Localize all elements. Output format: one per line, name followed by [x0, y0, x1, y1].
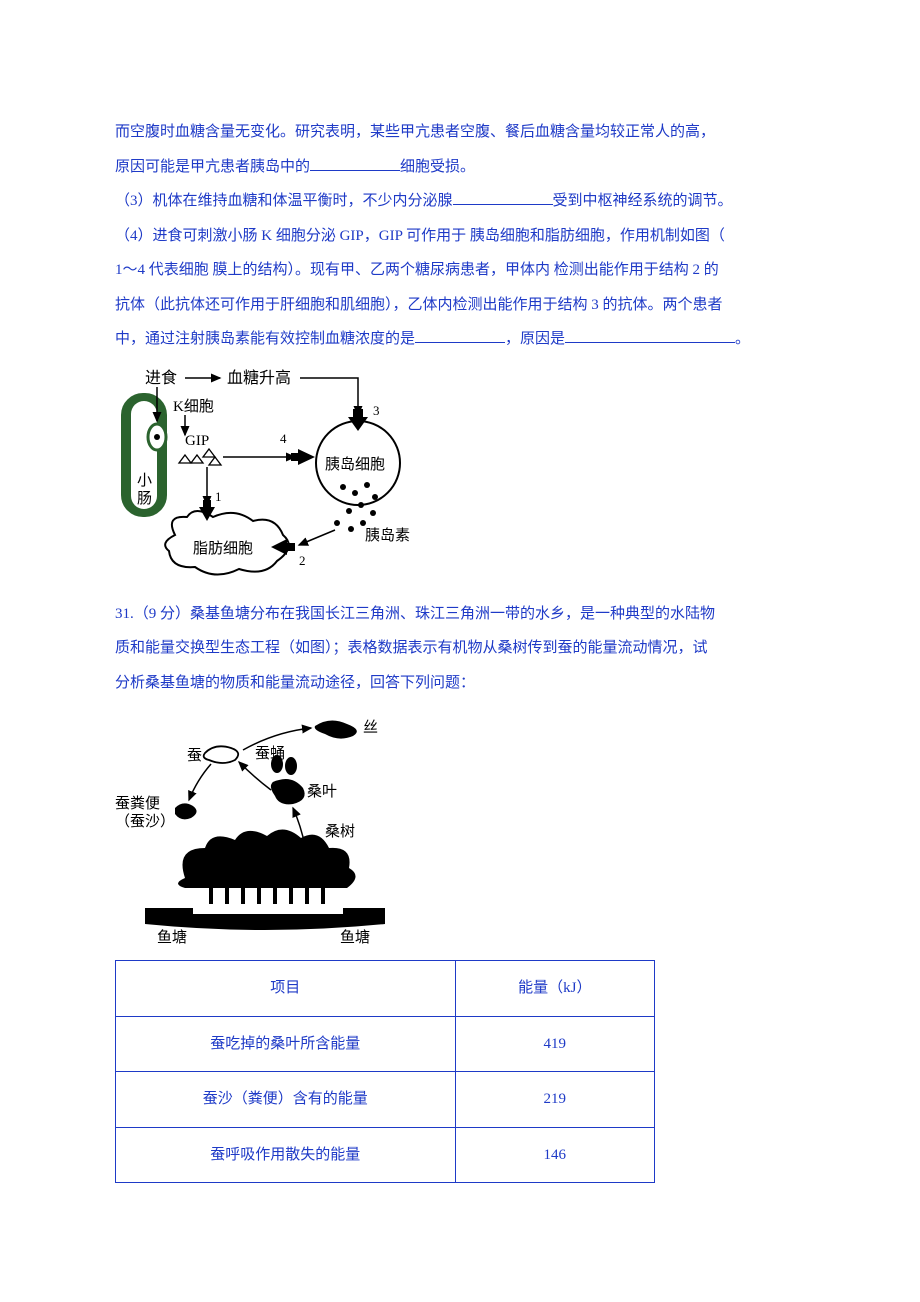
label-eat: 进食 — [145, 369, 177, 387]
label-k-cell: K细胞 — [173, 398, 214, 415]
table-cell: 蚕呼吸作用散失的能量 — [116, 1127, 456, 1183]
question-31-line3: 分析桑基鱼塘的物质和能量流动途径，回答下列问题： — [115, 666, 805, 701]
table-header-item: 项目 — [116, 961, 456, 1017]
table-cell: 蚕沙（粪便）含有的能量 — [116, 1072, 456, 1128]
label-1: 1 — [215, 489, 222, 504]
text-fragment: ，原因是 — [505, 331, 565, 347]
gip-triangles — [179, 449, 221, 465]
label-pupa: 蚕蛹 — [255, 745, 285, 762]
text-fragment: 受到中枢神经系统的调节。 — [553, 193, 733, 209]
insulin-dots — [334, 482, 378, 532]
label-4: 4 — [280, 431, 287, 446]
fill-blank[interactable] — [453, 189, 553, 205]
text-fragment: 细胞受损。 — [400, 159, 475, 175]
fill-blank[interactable] — [415, 327, 505, 343]
label-pond-left: 鱼塘 — [157, 928, 187, 946]
table-header-row: 项目 能量（kJ） — [116, 961, 655, 1017]
table-cell: 419 — [455, 1016, 654, 1072]
label-feces-alt: （蚕沙） — [115, 813, 175, 830]
fill-blank[interactable] — [565, 327, 735, 343]
label-3: 3 — [373, 403, 380, 418]
table-cell: 146 — [455, 1127, 654, 1183]
label-islet: 胰岛细胞 — [325, 456, 385, 473]
label-mulberry-tree: 桑树 — [325, 823, 355, 840]
label-pond-right: 鱼塘 — [340, 928, 370, 946]
label-blood-rise: 血糖升高 — [227, 369, 291, 387]
question-4-line4: 中，通过注射胰岛素能有效控制血糖浓度的是 ，原因是 。 — [115, 322, 805, 357]
question-4-line1: （4）进食可刺激小肠 K 细胞分泌 GIP，GIP 可作用于 胰岛细胞和脂肪细胞… — [115, 219, 805, 254]
label-silk: 丝 — [363, 719, 378, 736]
label-intestine: 小 — [137, 472, 152, 489]
question-31-line2: 质和能量交换型生态工程（如图）；表格数据表示有机物从桑树传到蚕的能量流动情况，试 — [115, 631, 805, 666]
gip-mechanism-diagram: 进食 血糖升高 3 K细胞 小 肠 GIP 4 — [115, 365, 415, 585]
label-feces: 蚕粪便 — [115, 795, 160, 812]
label-insulin: 胰岛素 — [365, 527, 410, 544]
text-fragment: （3）机体在维持血糖和体温平衡时，不少内分泌腺 — [115, 193, 453, 209]
label-fat-cell: 脂肪细胞 — [193, 540, 253, 557]
label-gip: GIP — [185, 433, 209, 449]
fill-blank[interactable] — [310, 155, 400, 171]
table-cell: 蚕吃掉的桑叶所含能量 — [116, 1016, 456, 1072]
table-row: 蚕吃掉的桑叶所含能量 419 — [116, 1016, 655, 1072]
question-3: （3）机体在维持血糖和体温平衡时，不少内分泌腺 受到中枢神经系统的调节。 — [115, 184, 805, 219]
para-continuation-line2: 原因可能是甲亢患者胰岛中的 细胞受损。 — [115, 150, 805, 185]
table-row: 蚕沙（粪便）含有的能量 219 — [116, 1072, 655, 1128]
para-continuation-line1: 而空腹时血糖含量无变化。研究表明，某些甲亢患者空腹、餐后血糖含量均较正常人的高， — [115, 115, 805, 150]
energy-table: 项目 能量（kJ） 蚕吃掉的桑叶所含能量 419 蚕沙（粪便）含有的能量 219… — [115, 960, 655, 1183]
table-cell: 219 — [455, 1072, 654, 1128]
question-4-line2: 1～4 代表细胞 膜上的结构）。现有甲、乙两个糖尿病患者，甲体内 检测出能作用于… — [115, 253, 805, 288]
label-mulberry-leaf: 桑叶 — [307, 783, 337, 800]
mulberry-fishpond-diagram: 丝 蚕 蚕蛹 桑叶 蚕粪便 （蚕沙） 桑树 — [115, 708, 415, 948]
question-31-line1: 31.（9 分）桑基鱼塘分布在我国长江三角洲、珠江三角洲一带的水乡，是一种典型的… — [115, 597, 805, 632]
text-fragment: 。 — [735, 331, 750, 347]
label-silkworm: 蚕 — [187, 748, 202, 764]
text-fragment: 中，通过注射胰岛素能有效控制血糖浓度的是 — [115, 331, 415, 347]
question-4-line3: 抗体（此抗体还可作用于肝细胞和肌细胞），乙体内检测出能作用于结构 3 的抗体。两… — [115, 288, 805, 323]
table-row: 蚕呼吸作用散失的能量 146 — [116, 1127, 655, 1183]
text-fragment: 原因可能是甲亢患者胰岛中的 — [115, 159, 310, 175]
table-header-energy: 能量（kJ） — [455, 961, 654, 1017]
label-intestine-2: 肠 — [137, 490, 152, 507]
label-2: 2 — [299, 553, 306, 568]
